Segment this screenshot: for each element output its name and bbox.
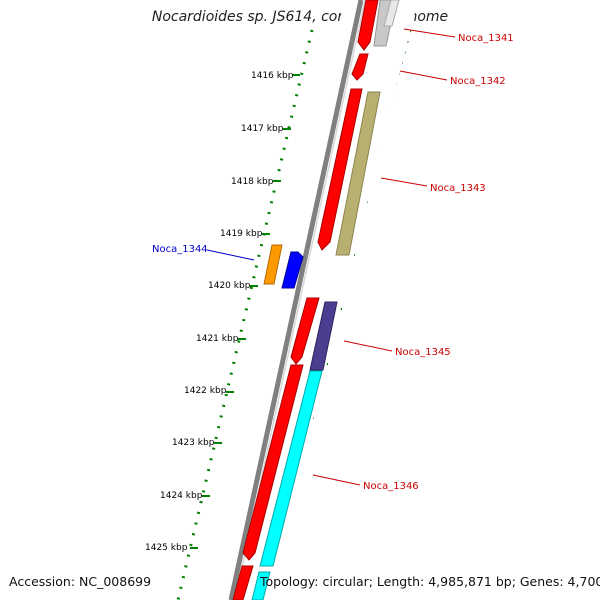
- gene-label-noca-1346[interactable]: Noca_1346: [363, 481, 419, 492]
- feature-noca-1343-olive[interactable]: [335, 91, 381, 256]
- gene-label-noca-1343[interactable]: Noca_1343: [430, 183, 486, 194]
- feature-noca-1346-cyan[interactable]: [259, 370, 323, 567]
- kbp-label: 1425 kbp: [145, 543, 188, 553]
- cds-noca-1345[interactable]: [290, 297, 320, 365]
- gene-label-noca-1341[interactable]: Noca_1341: [458, 33, 514, 44]
- leader-noca-1346: [312, 474, 361, 486]
- feature-noca-1344-orange[interactable]: [263, 244, 283, 285]
- cds-noca-1346[interactable]: [242, 364, 304, 561]
- cds-noca-1341[interactable]: [357, 0, 379, 51]
- kbp-label: 1420 kbp: [208, 281, 251, 291]
- kbp-label: 1416 kbp: [251, 71, 294, 81]
- leader-noca-1344: [206, 249, 255, 261]
- leader-noca-1345: [343, 340, 393, 352]
- kbp-label: 1423 kbp: [172, 438, 215, 448]
- cds-next[interactable]: [232, 565, 254, 600]
- kbp-label: 1424 kbp: [160, 491, 203, 501]
- leader-noca-1341: [403, 28, 456, 38]
- accession-text: Accession: NC_008699: [9, 574, 152, 589]
- kbp-ticks: [190, 74, 300, 549]
- gene-label-noca-1344[interactable]: Noca_1344: [152, 244, 208, 255]
- topology-text: Topology: circular; Length: 4,985,871 bp…: [260, 574, 600, 589]
- kbp-label: 1417 kbp: [241, 124, 284, 134]
- leader-noca-1342: [399, 70, 448, 81]
- leader-noca-1343: [380, 177, 428, 187]
- gene-label-noca-1345[interactable]: Noca_1345: [395, 347, 451, 358]
- feature-band: [190, 0, 418, 600]
- kbp-label: 1418 kbp: [231, 177, 274, 187]
- kbp-label: 1422 kbp: [184, 386, 227, 396]
- cds-noca-1343[interactable]: [317, 88, 363, 251]
- kbp-label: 1419 kbp: [220, 229, 263, 239]
- cds-noca-1344[interactable]: [281, 251, 304, 289]
- kbp-label: 1421 kbp: [196, 334, 239, 344]
- feature-noca-1345-purple[interactable]: [309, 301, 338, 371]
- gene-label-noca-1342[interactable]: Noca_1342: [450, 76, 506, 87]
- genome-backbone: [228, 0, 364, 600]
- cds-noca-1342[interactable]: [351, 53, 369, 81]
